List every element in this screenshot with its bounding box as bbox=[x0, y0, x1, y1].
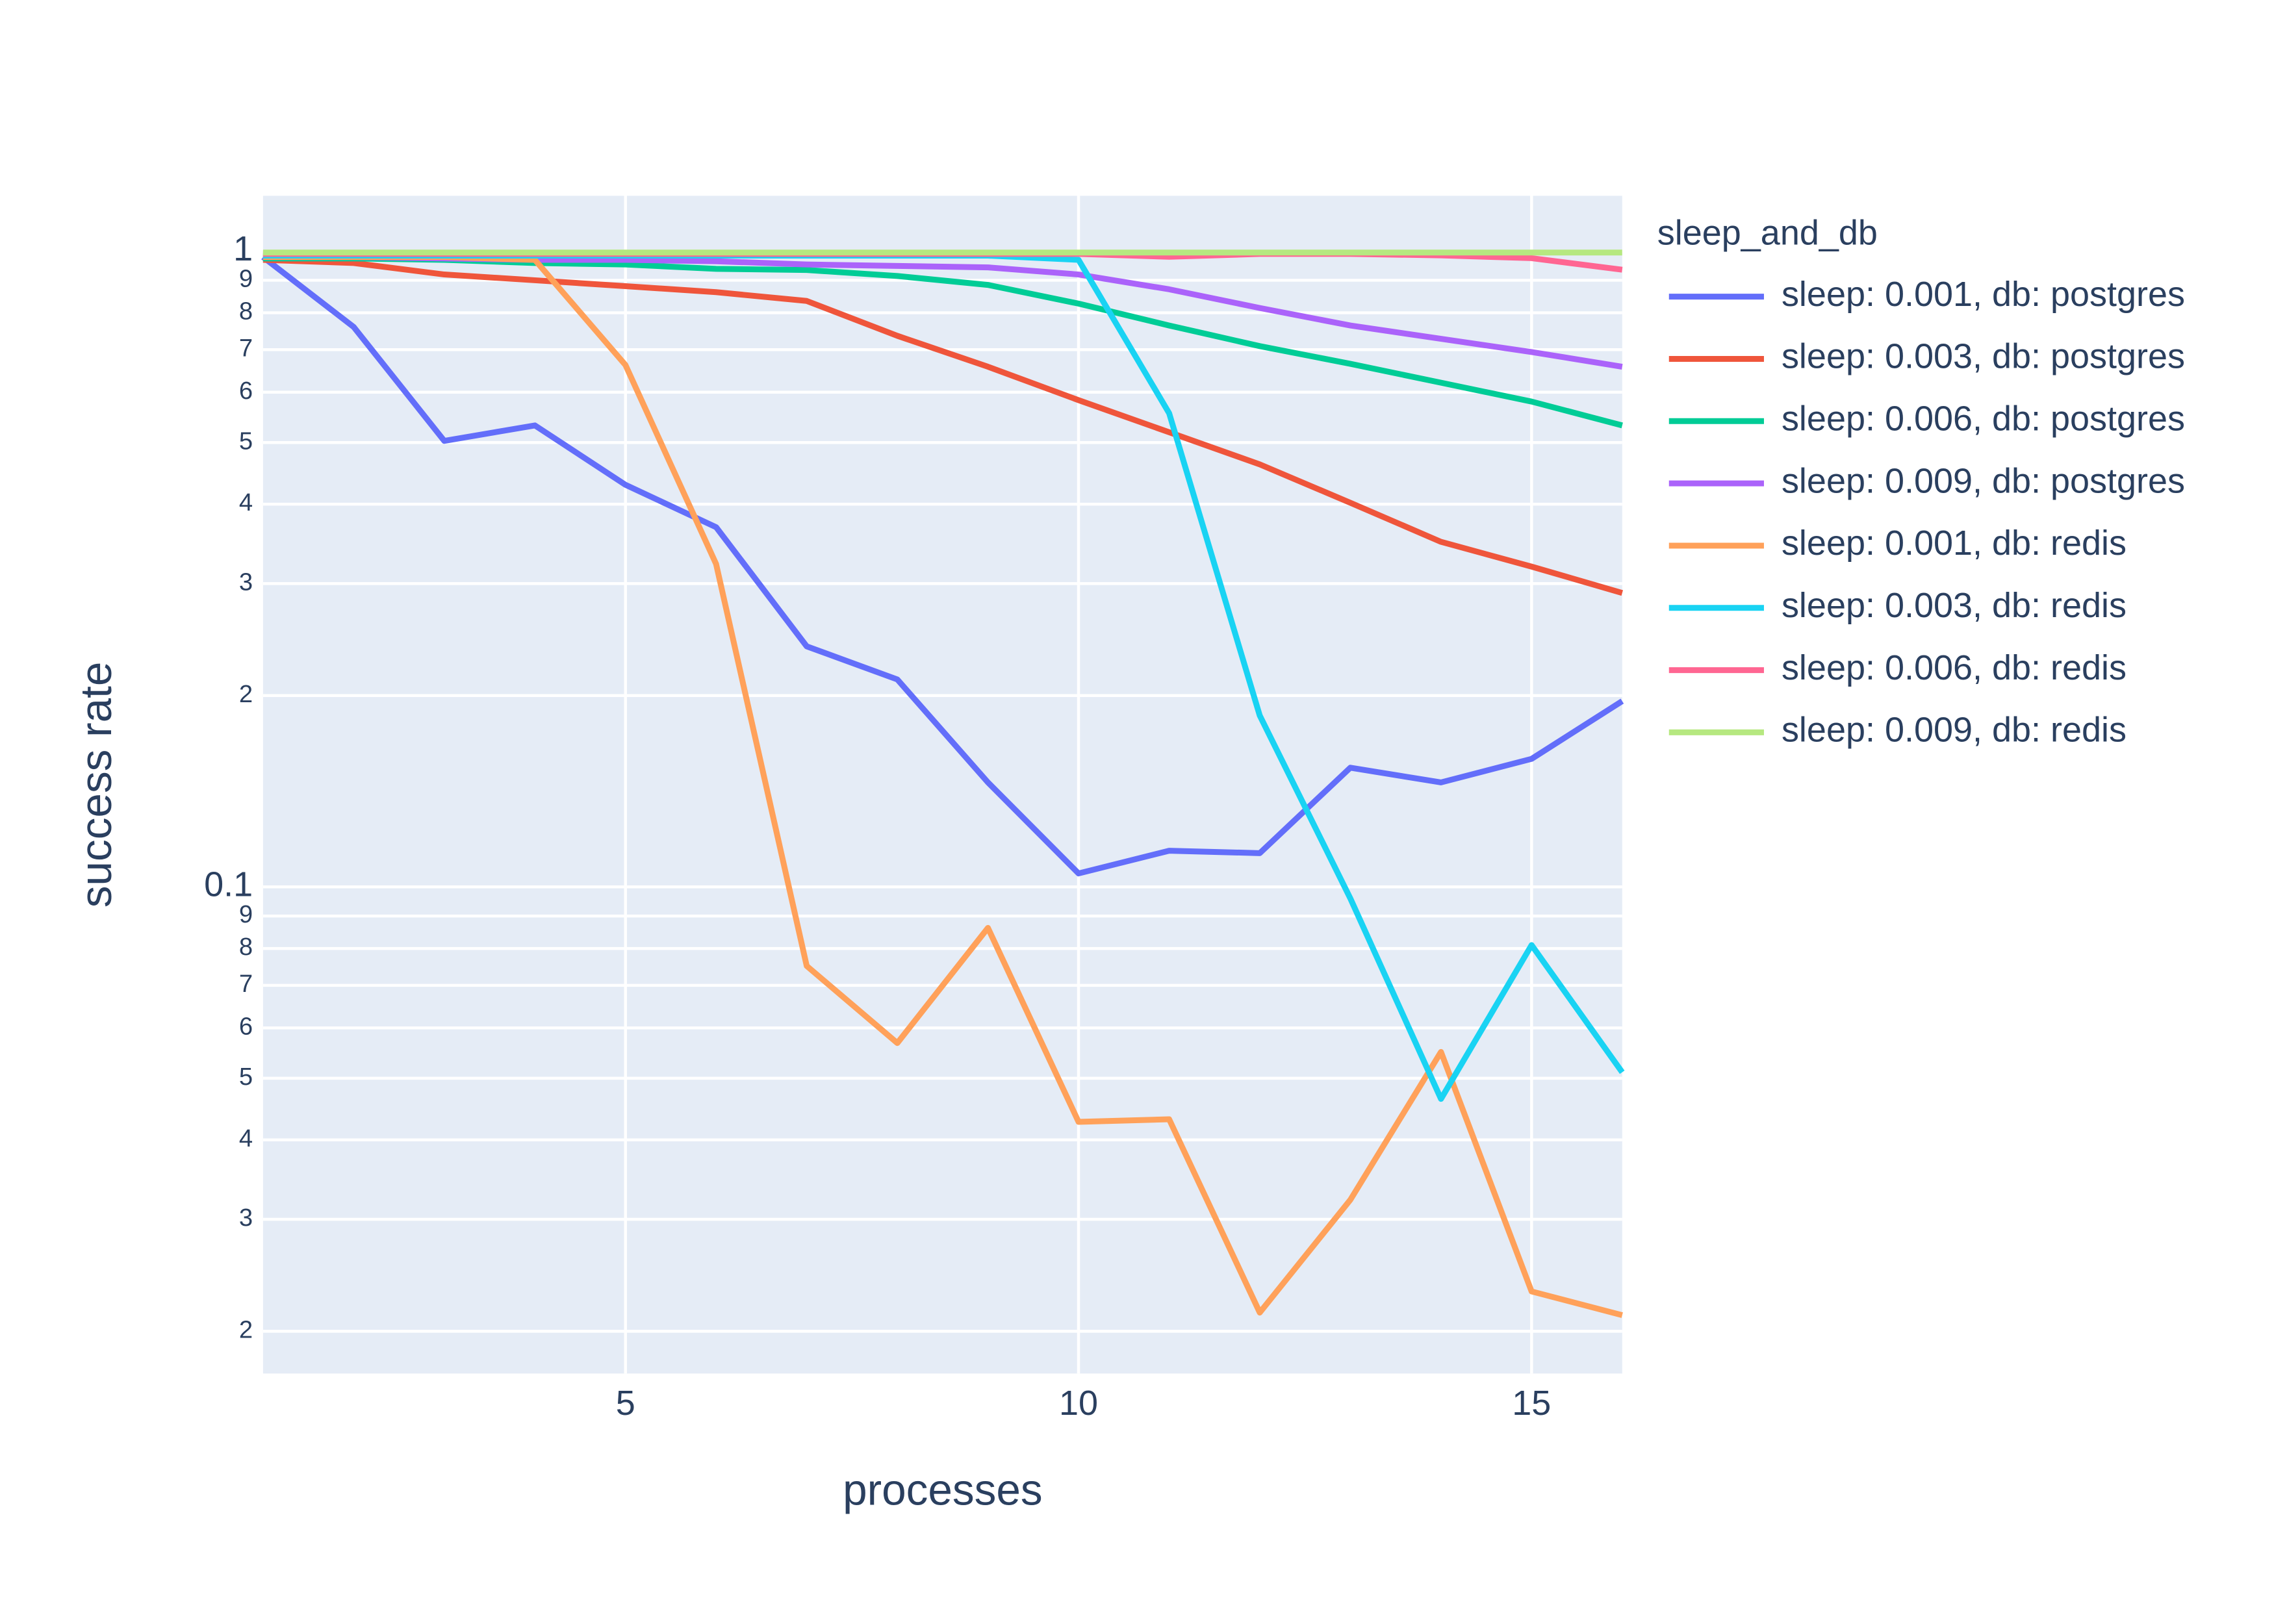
series-line bbox=[261, 255, 1624, 877]
y-tick-label: 4 bbox=[239, 488, 253, 516]
x-tick-label: 5 bbox=[616, 1384, 635, 1423]
y-tick-label: 8 bbox=[239, 933, 253, 961]
y-tick-label: 7 bbox=[239, 970, 253, 998]
y-axis-title: success rate bbox=[72, 662, 121, 908]
y-tick-label: 1 bbox=[233, 229, 253, 268]
y-tick-label: 5 bbox=[239, 427, 253, 455]
y-tick-label: 5 bbox=[239, 1063, 253, 1091]
legend-label: sleep: 0.001, db: redis bbox=[1782, 524, 2127, 563]
y-tick-label: 8 bbox=[239, 298, 253, 325]
y-tick-label: 2 bbox=[239, 1315, 253, 1343]
x-tick-label: 10 bbox=[1059, 1384, 1098, 1423]
y-tick-label: 4 bbox=[239, 1124, 253, 1152]
y-tick-label: 3 bbox=[239, 1204, 253, 1232]
legend-label: sleep: 0.003, db: redis bbox=[1782, 586, 2127, 625]
y-tick-label: 9 bbox=[239, 265, 253, 293]
plot-background bbox=[262, 196, 1622, 1374]
y-tick-label: 2 bbox=[239, 680, 253, 708]
y-tick-label: 6 bbox=[239, 377, 253, 405]
legend-label: sleep: 0.009, db: postgres bbox=[1782, 461, 2185, 500]
legend-title: sleep_and_db bbox=[1657, 213, 1878, 252]
y-tick-label: 3 bbox=[239, 568, 253, 596]
y-tick-label: 7 bbox=[239, 334, 253, 362]
legend-label: sleep: 0.006, db: redis bbox=[1782, 648, 2127, 687]
legend-label: sleep: 0.001, db: postgres bbox=[1782, 275, 2185, 314]
legend-label: sleep: 0.009, db: redis bbox=[1782, 711, 2127, 750]
y-tick-label: 6 bbox=[239, 1013, 253, 1041]
legend-label: sleep: 0.006, db: postgres bbox=[1782, 400, 2185, 438]
x-tick-label: 15 bbox=[1512, 1384, 1551, 1423]
series-line bbox=[262, 257, 1624, 596]
y-tick-label: 9 bbox=[239, 900, 253, 928]
legend-label: sleep: 0.003, db: postgres bbox=[1782, 337, 2185, 376]
y-tick-label: 0.1 bbox=[204, 865, 253, 904]
x-axis-title: processes bbox=[843, 1466, 1043, 1515]
